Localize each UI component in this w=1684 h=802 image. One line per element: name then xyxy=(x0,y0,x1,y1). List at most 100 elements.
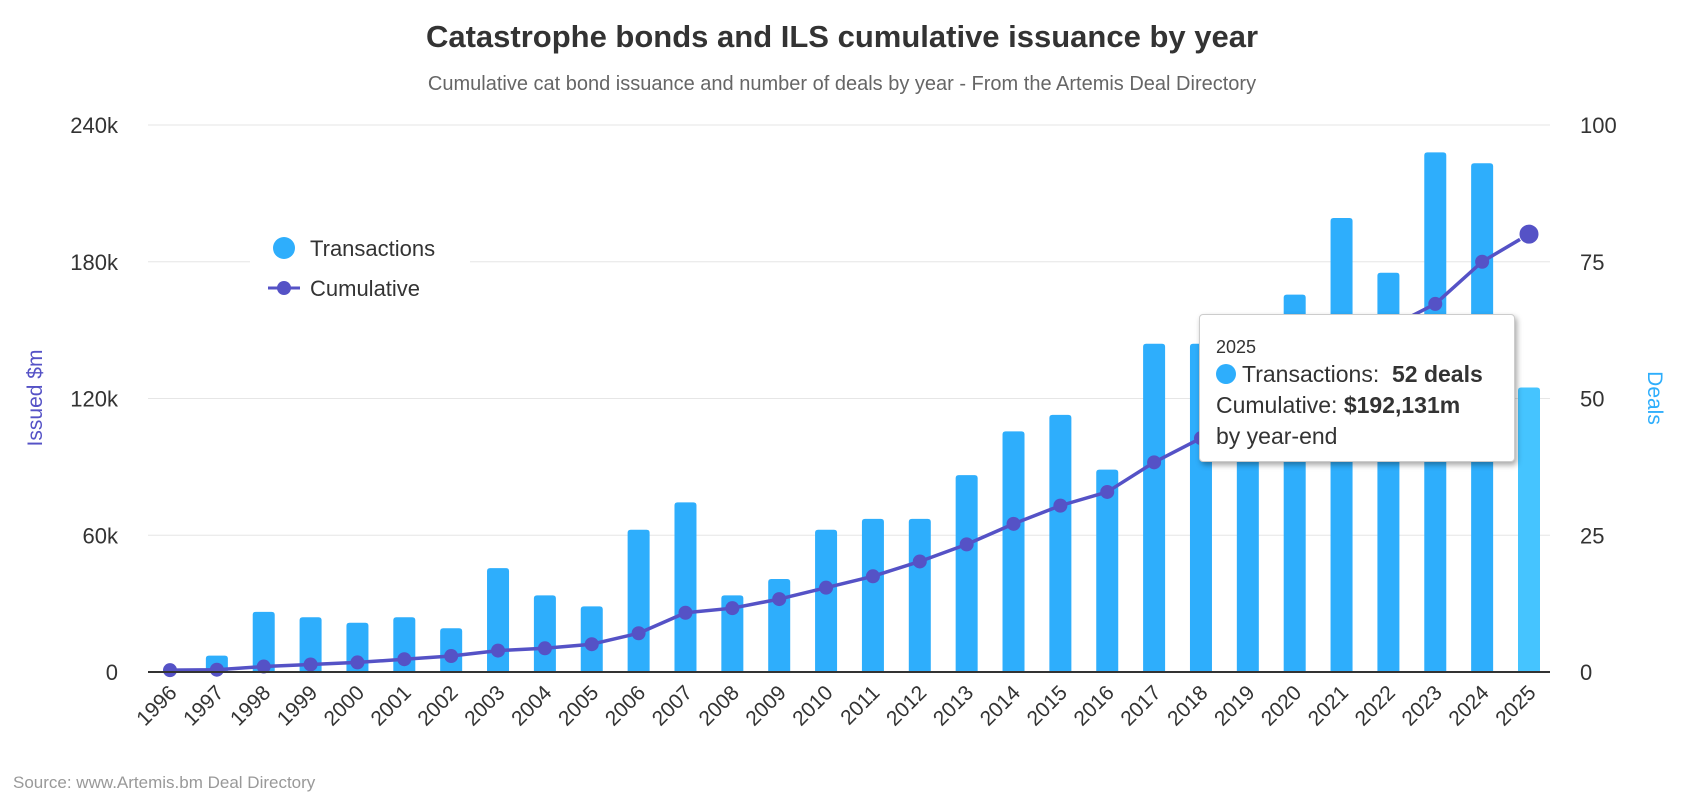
x-tick-2010: 2010 xyxy=(788,681,837,730)
cumulative-point-2005[interactable] xyxy=(584,637,599,652)
y-right-tick: 100 xyxy=(1580,113,1617,138)
tooltip-transactions: Transactions: 52 deals xyxy=(1216,359,1498,390)
bar-2019[interactable] xyxy=(1236,420,1259,672)
cumulative-point-2017[interactable] xyxy=(1147,455,1162,470)
cumulative-point-2012[interactable] xyxy=(912,554,927,569)
cumulative-point-2008[interactable] xyxy=(725,601,740,616)
bar-2008[interactable] xyxy=(721,595,744,672)
cumulative-point-2010[interactable] xyxy=(819,580,834,595)
cumulative-point-2016[interactable] xyxy=(1100,484,1115,499)
y-right-title: Deals xyxy=(1643,371,1666,425)
cumulative-point-2001[interactable] xyxy=(397,652,412,667)
cumulative-point-2002[interactable] xyxy=(444,649,459,664)
cumulative-point-2023[interactable] xyxy=(1428,296,1443,311)
x-tick-2020: 2020 xyxy=(1257,681,1306,730)
x-tick-1998: 1998 xyxy=(226,681,275,730)
bar-2007[interactable] xyxy=(674,502,697,672)
tooltip-transactions-value: 52 deals xyxy=(1391,361,1483,387)
cumulative-point-2025[interactable] xyxy=(1518,223,1540,245)
cumulative-point-2006[interactable] xyxy=(631,626,646,641)
credits[interactable]: Source: www.Artemis.bm Deal Directory xyxy=(13,773,316,792)
x-tick-2005: 2005 xyxy=(554,681,603,730)
bar-2011[interactable] xyxy=(861,518,884,672)
bars xyxy=(205,152,1540,673)
x-tick-2021: 2021 xyxy=(1304,681,1353,730)
y-left-tick: 180k xyxy=(70,250,119,275)
cumulative-point-2000[interactable] xyxy=(350,655,365,670)
x-tick-2017: 2017 xyxy=(1116,681,1165,730)
y-right-tick: 75 xyxy=(1580,250,1604,275)
cumulative-point-1996[interactable] xyxy=(163,663,177,678)
x-tick-2023: 2023 xyxy=(1398,681,1447,730)
bar-2014[interactable] xyxy=(1002,431,1025,672)
x-tick-2003: 2003 xyxy=(460,681,509,730)
tooltip-note: by year-end xyxy=(1216,423,1338,449)
y-left-tick: 240k xyxy=(70,113,119,138)
x-tick-2025: 2025 xyxy=(1491,681,1540,730)
y-right-tick: 50 xyxy=(1580,387,1604,412)
bar-2012[interactable] xyxy=(908,518,931,672)
x-tick-2001: 2001 xyxy=(367,681,416,730)
x-tick-2002: 2002 xyxy=(413,681,462,730)
bar-2017[interactable] xyxy=(1143,343,1166,672)
x-tick-2022: 2022 xyxy=(1351,681,1400,730)
bar-2013[interactable] xyxy=(955,475,978,672)
cumulative-point-2004[interactable] xyxy=(537,641,552,656)
x-tick-2007: 2007 xyxy=(648,681,697,730)
legend[interactable]: Transactions Cumulative xyxy=(250,228,470,312)
y-right-tick: 0 xyxy=(1580,660,1592,685)
cumulative-point-2024[interactable] xyxy=(1475,254,1490,269)
chart-title: Catastrophe bonds and ILS cumulative iss… xyxy=(426,19,1258,54)
legend-cumulative[interactable]: Cumulative xyxy=(310,276,420,301)
transactions-dot-icon xyxy=(1216,364,1236,384)
x-tick-2006: 2006 xyxy=(601,681,650,730)
x-tick-2019: 2019 xyxy=(1210,681,1259,730)
bar-2025[interactable] xyxy=(1518,387,1540,672)
x-tick-2024: 2024 xyxy=(1444,681,1494,731)
legend-transactions-marker xyxy=(273,237,295,259)
cumulative-point-1998[interactable] xyxy=(256,659,271,674)
legend-transactions[interactable]: Transactions xyxy=(310,236,435,261)
y-left-tick: 120k xyxy=(70,387,119,412)
x-tick-2013: 2013 xyxy=(929,681,978,730)
x-tick-2015: 2015 xyxy=(1023,681,1072,730)
cumulative-point-1997[interactable] xyxy=(209,662,224,677)
bar-1998[interactable] xyxy=(252,611,275,672)
y-left-tick: 60k xyxy=(83,523,119,548)
cumulative-point-2007[interactable] xyxy=(678,605,693,620)
cumulative-point-2011[interactable] xyxy=(865,569,880,584)
cumulative-point-2013[interactable] xyxy=(959,537,974,552)
bar-2010[interactable] xyxy=(815,529,838,672)
tooltip-cumulative: Cumulative: $192,131m xyxy=(1216,390,1498,421)
chart-subtitle: Cumulative cat bond issuance and number … xyxy=(428,73,1256,95)
cumulative-point-2015[interactable] xyxy=(1053,498,1068,513)
x-tick-1997: 1997 xyxy=(179,681,228,730)
x-tick-2008: 2008 xyxy=(695,681,744,730)
cumulative-point-2014[interactable] xyxy=(1006,516,1021,531)
bar-2006[interactable] xyxy=(627,529,650,672)
bar-2015[interactable] xyxy=(1049,414,1072,672)
y-left-title: Issued $m xyxy=(24,350,47,447)
bar-2003[interactable] xyxy=(487,568,510,672)
legend-cumulative-marker xyxy=(277,281,291,295)
x-tick-1996: 1996 xyxy=(132,681,181,730)
tooltip-transactions-label: Transactions: xyxy=(1242,361,1380,387)
bar-2016[interactable] xyxy=(1096,469,1119,672)
x-tick-2018: 2018 xyxy=(1163,681,1212,730)
y-left-tick: 0 xyxy=(106,660,118,685)
tooltip: 2025 Transactions: 52 deals Cumulative: … xyxy=(1199,314,1515,462)
bar-1999[interactable] xyxy=(299,617,322,672)
bar-2004[interactable] xyxy=(533,595,556,672)
x-tick-2014: 2014 xyxy=(976,681,1026,731)
cumulative-point-2003[interactable] xyxy=(491,643,506,658)
x-tick-2016: 2016 xyxy=(1069,681,1118,730)
cumulative-point-1999[interactable] xyxy=(303,657,318,672)
tooltip-cumulative-label: Cumulative: xyxy=(1216,392,1338,418)
x-tick-1999: 1999 xyxy=(273,681,322,730)
cumulative-point-2009[interactable] xyxy=(772,592,787,607)
x-tick-2000: 2000 xyxy=(320,681,369,730)
x-tick-2011: 2011 xyxy=(836,681,884,729)
y-right-tick: 25 xyxy=(1580,523,1604,548)
x-tick-2009: 2009 xyxy=(741,681,790,730)
